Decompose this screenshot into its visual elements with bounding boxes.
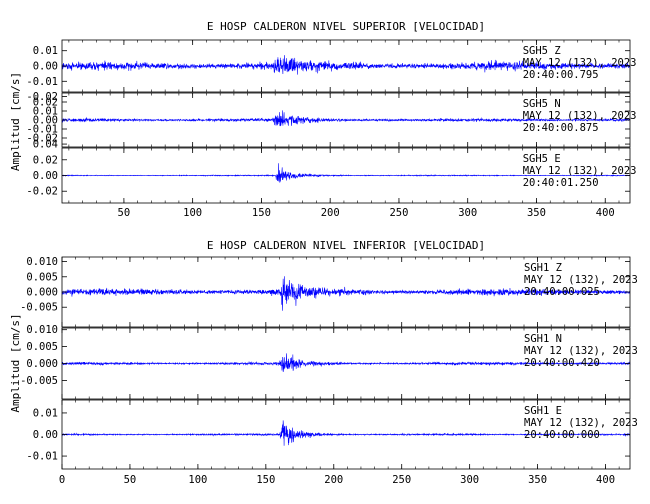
- y-tick-label: -0.005: [20, 375, 58, 387]
- trace-date: MAY 12 (132), 2023: [524, 345, 638, 357]
- trace-date: MAY 12 (132), 2023: [524, 274, 638, 286]
- station-component-label: SGH5 N: [523, 98, 561, 110]
- y-tick-label: 0.010: [26, 256, 58, 268]
- y-tick-label: 0.02: [33, 97, 58, 109]
- trace-date: MAY 12 (132), 2023: [523, 165, 637, 177]
- waveform-line: [61, 55, 631, 75]
- station-component-label: SGH1 N: [524, 333, 562, 345]
- trace-start-time: 20:40:01.250: [523, 177, 599, 189]
- y-tick-label: 0.005: [26, 271, 58, 283]
- x-tick-label: 150: [256, 474, 275, 486]
- trace-start-time: 20:40:00.875: [523, 122, 599, 134]
- x-tick-label: 250: [392, 474, 411, 486]
- trace-start-time: 20:40:00.000: [524, 429, 600, 441]
- x-tick-label: 0: [59, 474, 65, 486]
- station-component-label: SGH5 E: [523, 153, 561, 165]
- y-tick-label: 0.01: [33, 407, 58, 419]
- waveform-line: [61, 353, 631, 372]
- y-tick-label: -0.02: [26, 91, 58, 103]
- waveform-line: [61, 163, 631, 183]
- trace-date: MAY 12 (132), 2023: [523, 110, 637, 122]
- y-tick-label: 0.005: [26, 341, 58, 353]
- x-tick-label: 350: [527, 207, 546, 219]
- y-tick-label: 0.00: [33, 429, 58, 441]
- x-tick-label: 400: [596, 474, 615, 486]
- y-axis-label: Amplitud [cm/s]: [9, 72, 22, 171]
- x-tick-label: 250: [389, 207, 408, 219]
- x-tick-label: 150: [252, 207, 271, 219]
- trace-start-time: 20:40:00.420: [524, 357, 600, 369]
- trace-date: MAY 12 (132), 2023: [524, 417, 638, 429]
- y-tick-label: 0.000: [26, 358, 58, 370]
- y-tick-label: -0.02: [26, 133, 58, 145]
- trace-start-time: 20:40:00.795: [523, 69, 599, 81]
- station-component-label: SGH1 Z: [524, 262, 562, 274]
- y-tick-label: 0.01: [33, 106, 58, 118]
- chart-title: E HOSP CALDERON NIVEL SUPERIOR [VELOCIDA…: [207, 20, 485, 33]
- y-tick-label: -0.01: [26, 451, 58, 463]
- waveform-line: [61, 110, 631, 127]
- waveform-line: [61, 276, 631, 311]
- trace-start-time: 20:40:00.025: [524, 286, 600, 298]
- y-tick-label: -0.005: [20, 302, 58, 314]
- y-axis-label: Amplitud [cm/s]: [9, 313, 22, 412]
- x-tick-label: 300: [458, 207, 477, 219]
- x-tick-label: 200: [321, 207, 340, 219]
- chart-block-2: E HOSP CALDERON NIVEL INFERIOR [VELOCIDA…: [9, 239, 638, 486]
- y-tick-label: 0.00: [33, 115, 58, 127]
- x-tick-label: 200: [324, 474, 343, 486]
- y-tick-label: -0.01: [26, 124, 58, 136]
- x-tick-label: 100: [183, 207, 202, 219]
- y-tick-label: 0.00: [33, 170, 58, 182]
- waveform-line: [61, 420, 631, 446]
- y-tick-label: 0.010: [26, 324, 58, 336]
- y-tick-label: 0.00: [33, 61, 58, 73]
- trace-date: MAY 12 (132), 2023: [523, 57, 637, 69]
- x-tick-label: 100: [188, 474, 207, 486]
- y-tick-label: 0.04: [33, 139, 58, 151]
- station-component-label: SGH5 Z: [523, 45, 561, 57]
- x-tick-label: 50: [118, 207, 131, 219]
- chart-title: E HOSP CALDERON NIVEL INFERIOR [VELOCIDA…: [207, 239, 485, 252]
- x-tick-label: 50: [124, 474, 137, 486]
- y-tick-label: -0.02: [26, 186, 58, 198]
- x-tick-label: 350: [528, 474, 547, 486]
- y-tick-label: 0.000: [26, 287, 58, 299]
- chart-block-1: E HOSP CALDERON NIVEL SUPERIOR [VELOCIDA…: [9, 20, 637, 219]
- y-tick-label: 0.02: [33, 154, 58, 166]
- x-tick-label: 400: [596, 207, 615, 219]
- station-component-label: SGH1 E: [524, 405, 562, 417]
- x-tick-label: 300: [460, 474, 479, 486]
- y-tick-label: 0.01: [33, 45, 58, 57]
- y-tick-label: -0.01: [26, 76, 58, 88]
